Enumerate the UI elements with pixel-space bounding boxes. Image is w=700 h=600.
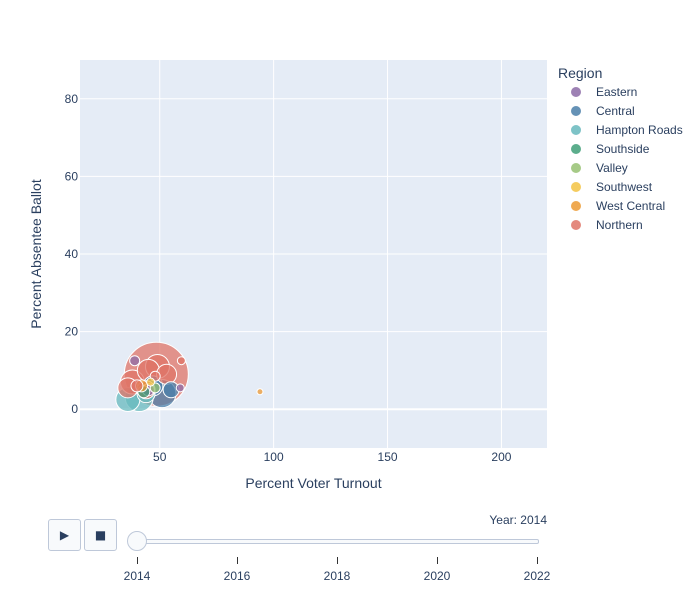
- legend-marker: [571, 220, 581, 230]
- data-point-northern: [130, 379, 144, 393]
- legend-entry-label: Valley: [596, 161, 628, 175]
- legend-entry-label: Southwest: [596, 180, 653, 194]
- data-point-northern: [176, 356, 186, 366]
- slider-tick-mark: [437, 557, 438, 564]
- legend-title: Region: [558, 65, 602, 81]
- slider-tick-label: 2014: [123, 569, 151, 583]
- data-point-eastern: [129, 355, 141, 367]
- legend-entry-label: Northern: [596, 218, 643, 232]
- year-slider-rail[interactable]: [137, 539, 539, 544]
- data-point-west-central: [256, 388, 264, 396]
- slider-tick-mark: [137, 557, 138, 564]
- legend-marker: [571, 144, 581, 154]
- y-tick-label: 0: [71, 402, 78, 416]
- slider-current-value: Year: 2014: [489, 513, 547, 527]
- x-tick-label: 200: [491, 450, 511, 464]
- slider-tick-mark: [537, 557, 538, 564]
- axis-ticks: 50 100 150 200 0 20 40 60 80: [65, 92, 512, 464]
- y-tick-label: 40: [65, 247, 79, 261]
- legend-marker: [571, 201, 581, 211]
- x-axis-title: Percent Voter Turnout: [245, 475, 381, 491]
- data-points: [115, 341, 264, 413]
- stop-button[interactable]: ■: [84, 519, 117, 551]
- slider-tick-mark: [337, 557, 338, 564]
- legend-entry-label: West Central: [596, 199, 665, 213]
- data-point-eastern: [175, 383, 185, 393]
- legend: Eastern Central Hampton Roads Southside Vall…: [571, 85, 683, 232]
- legend-entry-label: Southside: [596, 142, 650, 156]
- legend-entry-label: Hampton Roads: [596, 123, 683, 137]
- y-axis-title: Percent Absentee Ballot: [28, 179, 44, 329]
- x-tick-label: 150: [378, 450, 398, 464]
- legend-marker: [571, 125, 581, 135]
- y-tick-label: 80: [65, 92, 79, 106]
- grid-lines: [80, 60, 547, 448]
- legend-entry-label: Central: [596, 104, 635, 118]
- play-button[interactable]: ▶: [48, 519, 81, 551]
- legend-marker: [571, 87, 581, 97]
- slider-tick-label: 2018: [323, 569, 351, 583]
- slider-tick-label: 2020: [423, 569, 451, 583]
- year-slider-handle[interactable]: [127, 531, 147, 551]
- slider-tick-label: 2016: [223, 569, 251, 583]
- x-tick-label: 50: [153, 450, 167, 464]
- slider-tick-mark: [237, 557, 238, 564]
- slider-tick-label: 2022: [523, 569, 551, 583]
- legend-marker: [571, 106, 581, 116]
- y-tick-label: 20: [65, 325, 79, 339]
- x-tick-label: 100: [264, 450, 284, 464]
- legend-entry-label: Eastern: [596, 85, 637, 99]
- y-tick-label: 60: [65, 169, 79, 183]
- legend-marker: [571, 182, 581, 192]
- data-point-southwest: [146, 377, 156, 387]
- legend-marker: [571, 163, 581, 173]
